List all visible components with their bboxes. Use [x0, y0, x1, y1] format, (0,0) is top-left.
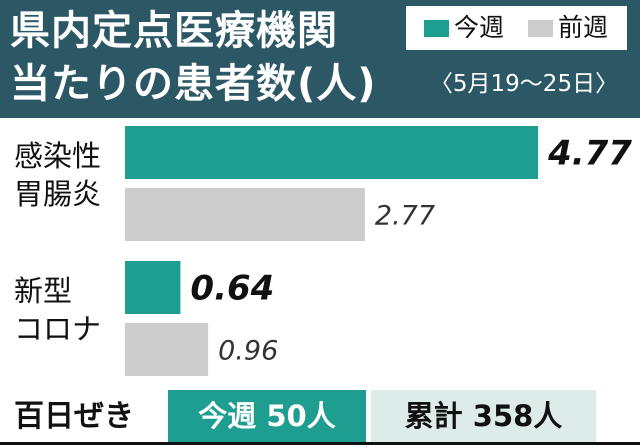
category-label: コロナ: [14, 312, 101, 346]
legend: 今週 前週: [406, 6, 627, 50]
bar-last-week: [125, 323, 209, 376]
chart-title-line-2: 当たりの患者数(人): [10, 61, 377, 107]
legend-swatch-this-week: [424, 20, 449, 37]
category-label: 感染性: [14, 139, 101, 173]
bar-this-week: [125, 126, 539, 179]
header-banner: 県内定点医療機関 当たりの患者数(人) 今週 前週 〈5月19～25日〉: [0, 0, 640, 118]
pertussis-summary: 百日ぜき 今週 50人 累計 358人: [0, 380, 640, 447]
chart-title-line-1: 県内定点医療機関: [10, 8, 338, 54]
category-label: 新型: [14, 274, 72, 308]
legend-label-last-week: 前週: [558, 13, 609, 42]
pertussis-weekly-count: 今週 50人: [168, 390, 366, 442]
date-range: 〈5月19～25日〉: [429, 71, 619, 97]
data-label: 4.77: [547, 134, 632, 174]
data-label: 0.64: [190, 269, 274, 309]
legend-swatch-last-week: [528, 20, 553, 37]
bar-this-week: [125, 261, 181, 314]
data-label: 2.77: [375, 201, 435, 232]
pertussis-cumulative-count: 累計 358人: [371, 390, 596, 442]
legend-label-this-week: 今週: [454, 13, 505, 42]
category-label: 胃腸炎: [14, 177, 101, 211]
pertussis-label: 百日ぜき: [14, 399, 134, 434]
data-label: 0.96: [218, 336, 278, 367]
bar-last-week: [125, 188, 365, 241]
footer-rule: [0, 442, 640, 445]
